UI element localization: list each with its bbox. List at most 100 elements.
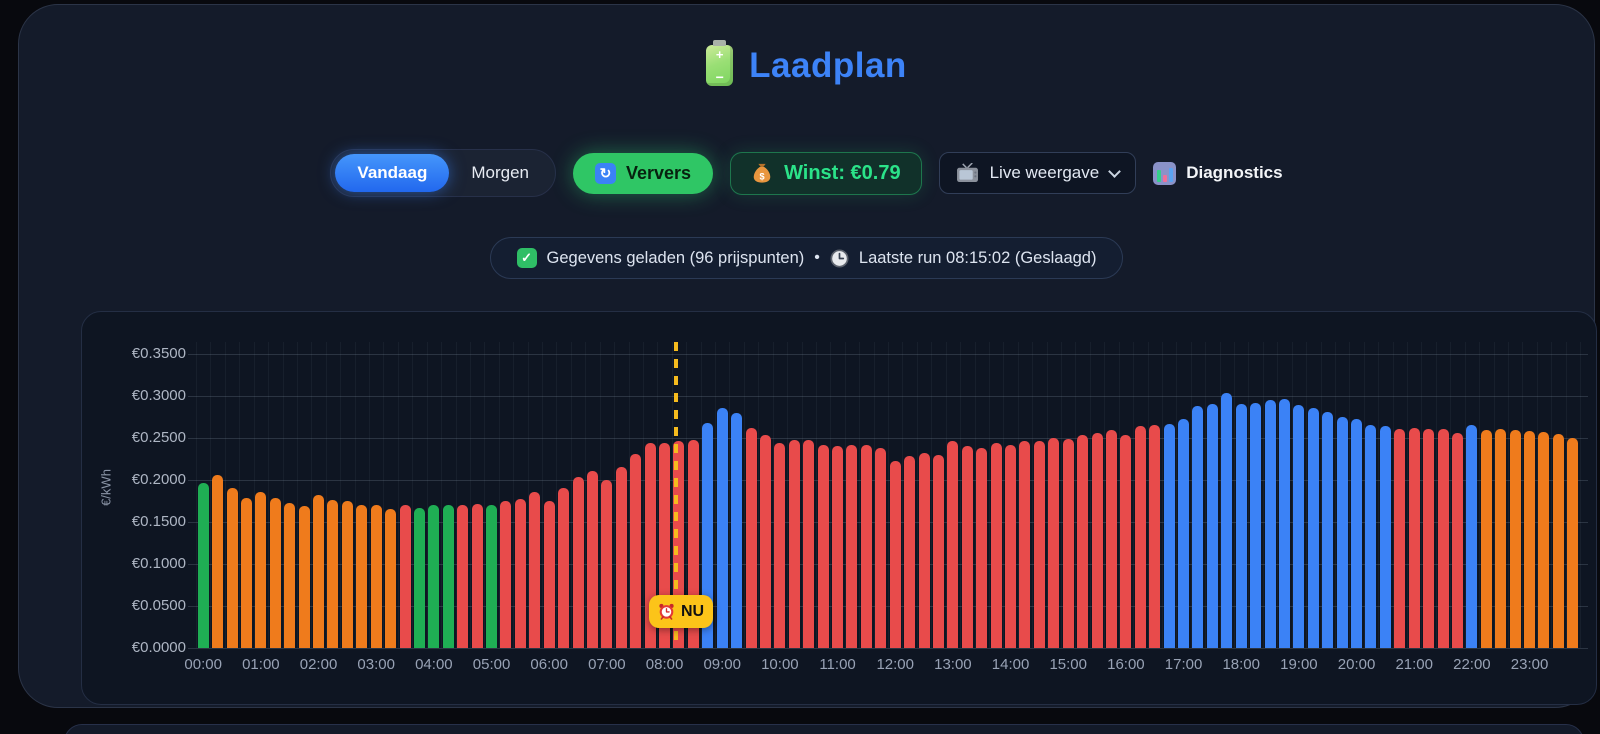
gridline-v bbox=[686, 342, 688, 648]
price-bar bbox=[471, 503, 483, 648]
gridline-v bbox=[1205, 342, 1207, 648]
price-chart: €/kWh €0.0000 €0.0500 €0.1000 €0.1500 €0.200… bbox=[81, 311, 1597, 705]
gridline-v bbox=[1046, 342, 1048, 648]
gridline-v bbox=[1306, 342, 1308, 648]
price-bar bbox=[1293, 405, 1305, 648]
gridline-v bbox=[1133, 342, 1135, 648]
chevron-down-icon bbox=[1108, 164, 1122, 178]
price-bar bbox=[976, 448, 988, 648]
gridline-h bbox=[188, 396, 1588, 397]
gridline-v bbox=[441, 342, 443, 648]
price-bar bbox=[1062, 438, 1074, 648]
x-tick-label: 03:00 bbox=[357, 656, 395, 673]
controls-row: Vandaag Morgen ↻ Ververs $ Winst: €0.79 bbox=[19, 149, 1594, 197]
moneybag-icon: $ bbox=[753, 163, 771, 183]
gridline-h bbox=[188, 564, 1588, 565]
x-tick-label: 23:00 bbox=[1510, 656, 1549, 673]
price-bar bbox=[1365, 424, 1377, 648]
price-bar bbox=[947, 441, 959, 648]
gridline-v bbox=[599, 342, 601, 648]
price-bar bbox=[1336, 417, 1348, 648]
gridline-h bbox=[188, 480, 1588, 481]
gridline-v bbox=[1536, 342, 1538, 648]
gridline-v bbox=[311, 342, 313, 648]
price-bar bbox=[990, 443, 1002, 648]
y-tick-label: €0.2000 bbox=[131, 471, 186, 488]
gridline-v bbox=[1234, 342, 1236, 648]
price-bar bbox=[702, 422, 714, 648]
gridline-h bbox=[188, 606, 1588, 607]
gridline-v bbox=[729, 342, 731, 648]
price-bar bbox=[1307, 407, 1319, 648]
price-bar bbox=[370, 505, 382, 648]
gridline-v bbox=[1176, 342, 1178, 648]
gridline-v bbox=[830, 342, 832, 648]
check-icon: ✓ bbox=[516, 248, 537, 268]
price-bar bbox=[889, 460, 901, 648]
price-bar bbox=[1466, 425, 1478, 648]
tab-vandaag[interactable]: Vandaag bbox=[335, 154, 450, 192]
price-bar bbox=[428, 505, 440, 648]
price-bar bbox=[356, 505, 368, 648]
tv-icon bbox=[956, 163, 978, 183]
gridline-v bbox=[1464, 342, 1466, 648]
price-bar bbox=[586, 470, 598, 648]
price-bar bbox=[1221, 392, 1233, 648]
clock-icon bbox=[830, 248, 849, 268]
x-tick-label: 04:00 bbox=[415, 656, 453, 673]
gridline-v bbox=[988, 342, 990, 648]
gridline-v bbox=[296, 342, 298, 648]
gridline-v bbox=[513, 342, 515, 648]
price-bar bbox=[630, 453, 642, 648]
price-bar bbox=[341, 501, 353, 648]
gridline-v bbox=[354, 342, 356, 648]
x-tick-label: 07:00 bbox=[588, 656, 626, 673]
price-bar bbox=[457, 505, 469, 648]
day-tab-group: Vandaag Morgen bbox=[330, 149, 556, 197]
y-tick-label: €0.0000 bbox=[131, 639, 186, 656]
price-bar bbox=[1120, 435, 1132, 648]
gridline-v bbox=[1061, 342, 1063, 648]
gridline-v bbox=[542, 342, 543, 648]
price-bar bbox=[875, 448, 887, 648]
price-bar bbox=[1134, 426, 1146, 648]
barchart-icon bbox=[1153, 161, 1177, 185]
price-bar bbox=[1105, 429, 1117, 648]
price-bar bbox=[774, 443, 786, 648]
refresh-button[interactable]: ↻ Ververs bbox=[572, 152, 714, 194]
price-bar bbox=[1178, 418, 1190, 648]
gridline-v bbox=[642, 342, 644, 648]
gridline-v bbox=[945, 342, 947, 648]
gridline-v bbox=[1104, 342, 1106, 648]
x-tick-label: 17:00 bbox=[1164, 656, 1203, 673]
status-row: ✓ Gegevens geladen (96 prijspunten) • La… bbox=[19, 237, 1594, 279]
price-bar bbox=[413, 507, 425, 648]
price-bar bbox=[442, 505, 454, 648]
price-bar bbox=[860, 444, 872, 648]
gridline-v bbox=[815, 342, 817, 648]
gridline-v bbox=[1334, 342, 1336, 648]
y-tick-label: €0.1500 bbox=[131, 513, 186, 530]
profit-label: Winst: €0.79 bbox=[784, 161, 901, 184]
x-tick-label: 12:00 bbox=[876, 656, 914, 673]
gridline-v bbox=[1450, 342, 1452, 648]
price-bar bbox=[904, 455, 916, 648]
gridline-v bbox=[1262, 342, 1264, 648]
view-mode-select[interactable]: Live weergave bbox=[938, 152, 1137, 194]
price-bar bbox=[1091, 432, 1103, 648]
diagnostics-button[interactable]: Diagnostics bbox=[1153, 161, 1283, 185]
price-bar bbox=[327, 500, 339, 648]
tab-morgen[interactable]: Morgen bbox=[449, 154, 551, 192]
gridline-v bbox=[556, 342, 558, 648]
gridline-v bbox=[758, 342, 760, 648]
x-tick-label: 18:00 bbox=[1222, 656, 1260, 673]
price-bar bbox=[1567, 438, 1579, 648]
gridline-v bbox=[210, 342, 212, 648]
status-pill: ✓ Gegevens geladen (96 prijspunten) • La… bbox=[489, 237, 1124, 279]
gridline-v bbox=[1565, 342, 1567, 648]
x-tick-label: 06:00 bbox=[530, 656, 568, 673]
price-bar bbox=[212, 474, 224, 648]
price-bar bbox=[1552, 433, 1564, 648]
price-bar bbox=[240, 498, 252, 648]
